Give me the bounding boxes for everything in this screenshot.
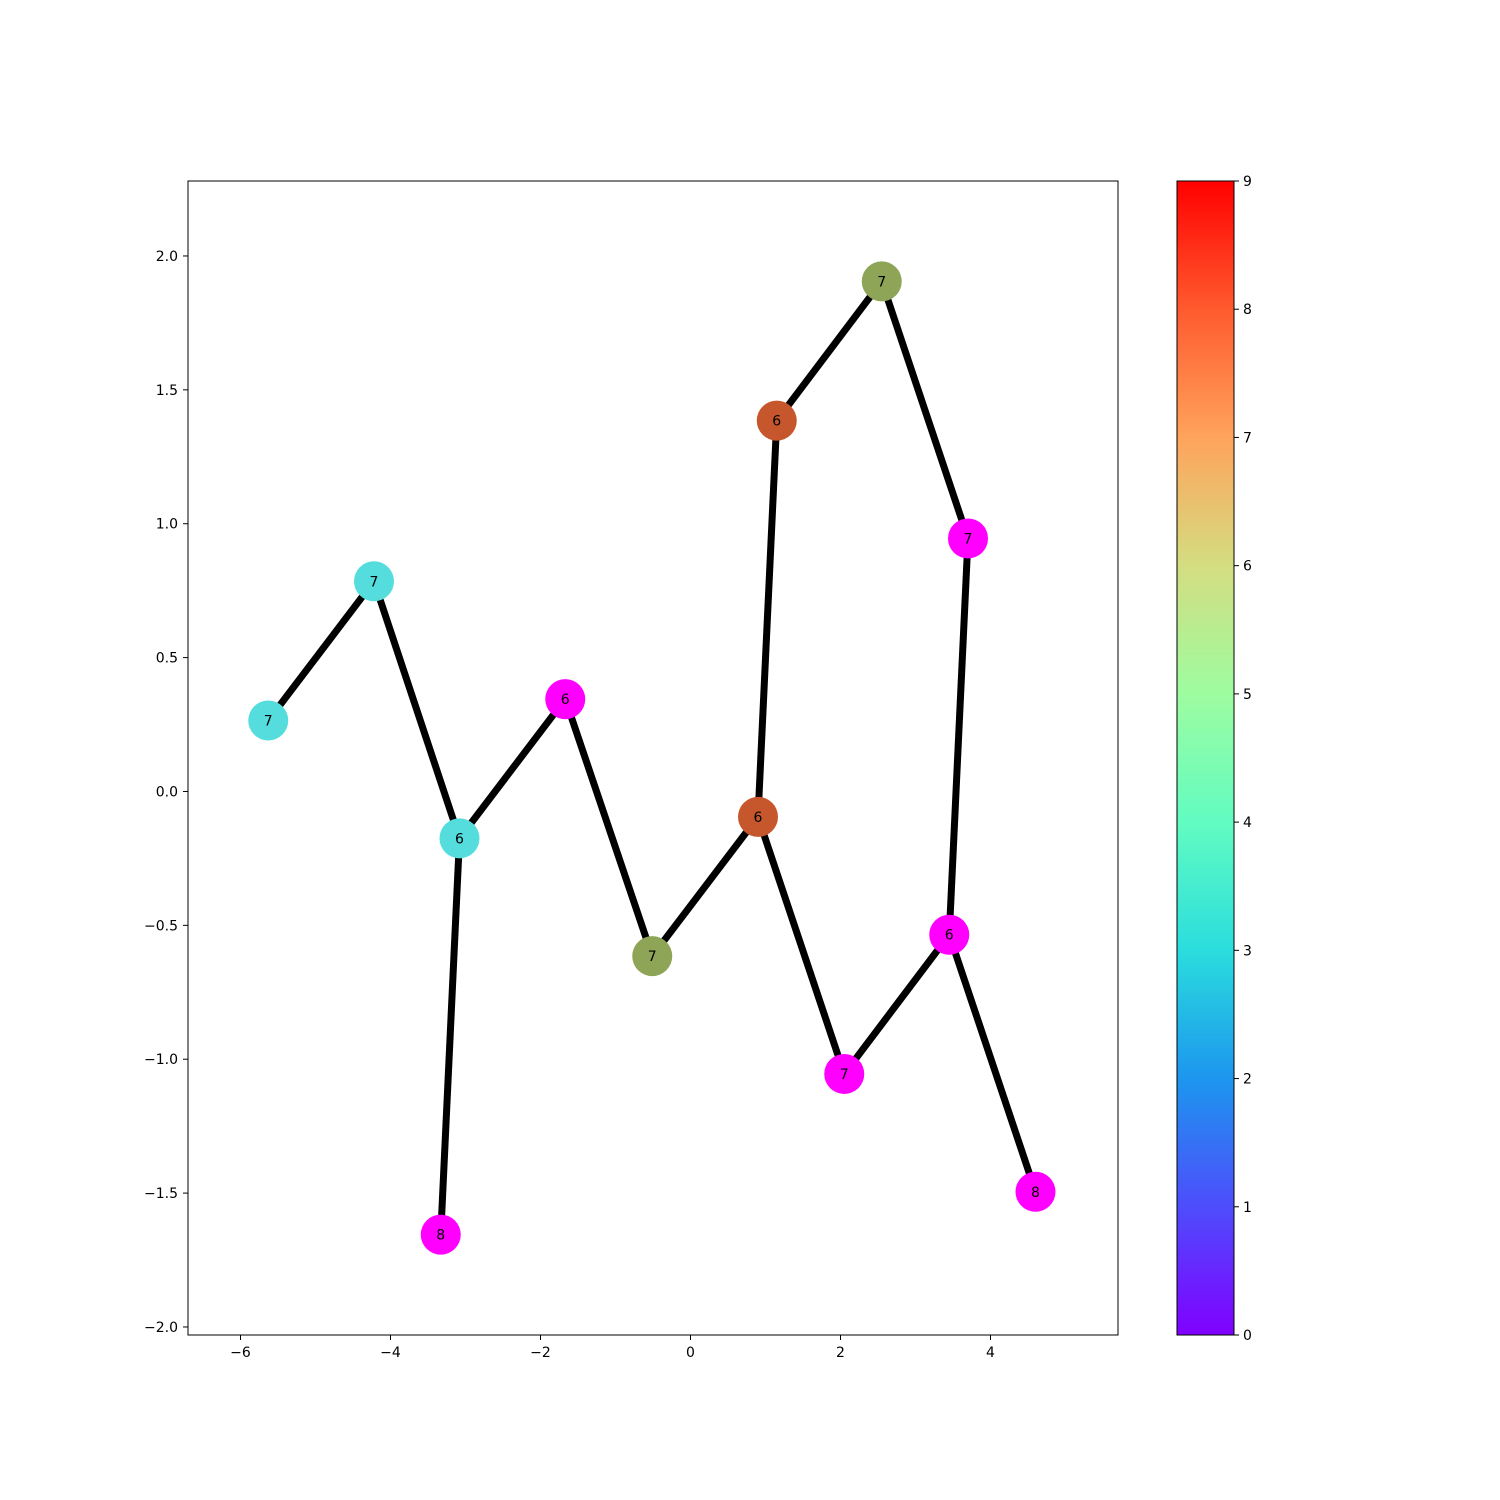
x-tick-label: 4 xyxy=(986,1345,995,1361)
node-label: 7 xyxy=(264,714,273,730)
node-10: 7 xyxy=(824,1053,865,1094)
colorbar-tick-label: 5 xyxy=(1243,687,1252,703)
node-marker xyxy=(929,914,970,955)
node-marker xyxy=(738,796,778,837)
edge-n11-n12 xyxy=(945,931,1039,1196)
node-marker xyxy=(545,679,586,720)
y-tick-label: −1.5 xyxy=(144,1186,178,1202)
edge-n7-n8 xyxy=(773,277,886,425)
colorbar-gradient xyxy=(1176,180,1235,1336)
node-marker xyxy=(439,818,480,859)
node-6: 6 xyxy=(738,796,778,837)
colorbar: 0 1 2 3 4 5 6 7 8 9 xyxy=(1176,174,1252,1344)
node-3: 6 xyxy=(545,679,586,720)
edge-n6-n10 xyxy=(754,813,848,1078)
node-11: 6 xyxy=(929,914,970,955)
edge-n6-n7 xyxy=(754,417,781,821)
node-marker xyxy=(248,700,289,741)
node-label: 7 xyxy=(964,531,973,547)
colorbar-tick-label: 1 xyxy=(1243,1200,1252,1216)
node-12: 8 xyxy=(1015,1171,1056,1212)
x-axis-ticks: −6 −4 −2 0 2 4 xyxy=(230,1335,995,1361)
node-label: 7 xyxy=(840,1067,849,1083)
nodes-layer: 7 7 6 6 8 7 6 6 7 7 7 6 8 xyxy=(248,261,1056,1255)
node-label: 7 xyxy=(370,574,379,590)
node-label: 6 xyxy=(772,414,781,430)
y-tick-label: 0.0 xyxy=(156,784,178,800)
node-8: 7 xyxy=(861,261,902,302)
node-label: 6 xyxy=(945,928,954,944)
node-label: 8 xyxy=(436,1228,445,1244)
node-marker xyxy=(1015,1171,1056,1212)
edge-n11-n9 xyxy=(945,534,972,939)
x-tick-label: 2 xyxy=(836,1345,845,1361)
y-tick-label: 0.5 xyxy=(156,651,178,667)
edge-n0-n1 xyxy=(264,577,378,725)
node-4: 8 xyxy=(420,1214,461,1255)
colorbar-tick-label: 6 xyxy=(1243,559,1252,575)
node-5: 7 xyxy=(632,936,673,977)
colorbar-ticks: 0 1 2 3 4 5 6 7 8 9 xyxy=(1234,174,1252,1344)
plot-axes: 7 7 6 6 8 7 6 6 7 7 7 6 8 −6 −4 −2 0 2 4 −2.0 −1.5 −1.0 −0.5… xyxy=(144,180,1119,1361)
edge-n5-n6 xyxy=(648,813,762,960)
node-label: 6 xyxy=(561,692,570,708)
x-tick-label: −4 xyxy=(380,1345,401,1361)
colorbar-tick-label: 9 xyxy=(1243,174,1252,190)
y-tick-label: −0.5 xyxy=(144,918,178,934)
node-marker xyxy=(861,261,902,302)
node-label: 7 xyxy=(648,949,657,965)
node-marker xyxy=(354,561,394,602)
colorbar-tick-label: 0 xyxy=(1243,1328,1252,1344)
node-label: 7 xyxy=(877,274,886,290)
node-7: 6 xyxy=(756,400,797,441)
y-tick-label: −1.0 xyxy=(144,1052,178,1068)
node-marker xyxy=(824,1053,865,1094)
edge-n3-n5 xyxy=(561,695,656,960)
node-marker xyxy=(948,518,988,559)
node-label: 6 xyxy=(754,810,763,826)
plot-area-frame xyxy=(187,180,1119,1336)
colorbar-tick-label: 4 xyxy=(1243,815,1252,831)
edge-n1-n2 xyxy=(370,577,463,842)
edges-layer xyxy=(264,277,1039,1239)
node-label: 6 xyxy=(455,831,464,847)
edge-n10-n11 xyxy=(840,931,953,1078)
x-tick-label: −6 xyxy=(230,1345,251,1361)
edge-n8-n9 xyxy=(878,277,972,542)
node-marker xyxy=(632,936,673,977)
colorbar-tick-label: 3 xyxy=(1243,943,1252,959)
node-0: 7 xyxy=(248,700,289,741)
y-tick-label: 1.0 xyxy=(156,517,178,533)
node-label: 8 xyxy=(1031,1185,1040,1201)
node-marker xyxy=(756,400,797,441)
x-tick-label: 0 xyxy=(686,1345,695,1361)
y-tick-label: 1.5 xyxy=(156,383,178,399)
node-9: 7 xyxy=(948,518,988,559)
y-axis-ticks: −2.0 −1.5 −1.0 −0.5 0.0 0.5 1.0 1.5 2.0 xyxy=(144,249,188,1336)
colorbar-tick-label: 8 xyxy=(1243,302,1252,318)
node-1: 7 xyxy=(354,561,394,602)
y-tick-label: −2.0 xyxy=(144,1320,178,1336)
y-tick-label: 2.0 xyxy=(156,249,178,265)
edge-n2-n4 xyxy=(437,834,463,1239)
x-tick-label: −2 xyxy=(530,1345,551,1361)
colorbar-tick-label: 7 xyxy=(1243,430,1252,446)
edge-n2-n3 xyxy=(456,695,569,842)
colorbar-tick-label: 2 xyxy=(1243,1072,1252,1088)
node-2: 6 xyxy=(439,818,480,859)
node-marker xyxy=(420,1214,461,1255)
